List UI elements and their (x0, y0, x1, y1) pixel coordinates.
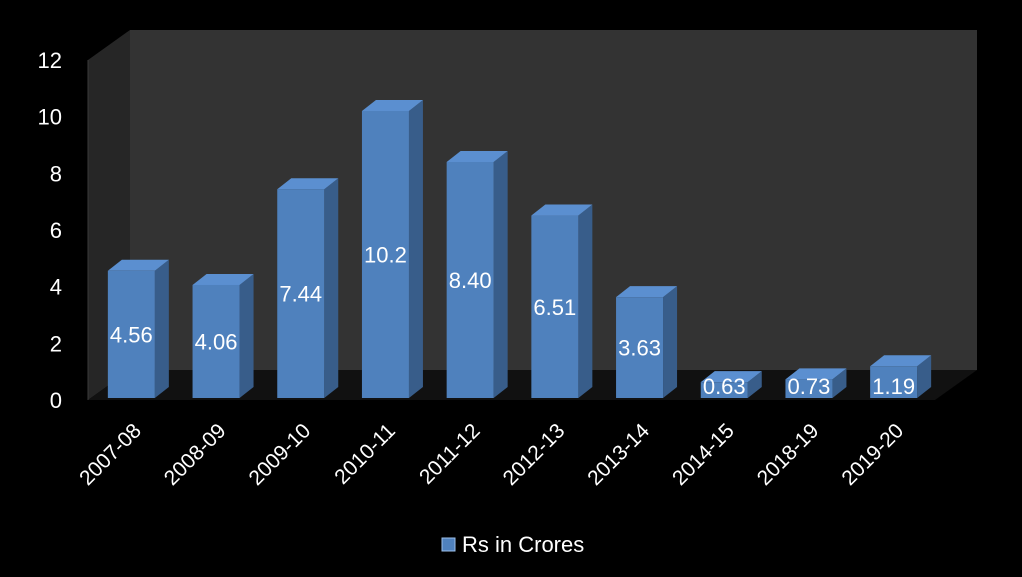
bar-top (446, 151, 508, 162)
data-label: 7.44 (279, 282, 322, 307)
bar-side (493, 151, 508, 398)
x-tick-label: 2011-12 (415, 419, 485, 489)
y-axis: 0 2 4 6 8 10 12 (38, 48, 62, 413)
data-label: 3.63 (618, 336, 661, 361)
y-tick-label: 2 (50, 331, 62, 356)
data-label: 6.51 (533, 295, 576, 320)
data-label: 4.56 (110, 322, 153, 347)
bar-top (531, 204, 593, 216)
data-label: 0.73 (788, 374, 831, 399)
bar-front (107, 270, 155, 398)
bar-top (870, 355, 932, 367)
bar-side (324, 178, 339, 398)
bar: 4.56 (107, 259, 169, 398)
y-tick-label: 0 (50, 388, 62, 413)
x-tick-label: 2007-08 (75, 419, 146, 490)
legend-swatch (441, 537, 456, 552)
bar-side (832, 368, 847, 398)
bar-front (361, 111, 409, 398)
data-label: 1.19 (872, 374, 915, 399)
x-tick-label: 2008-09 (160, 419, 231, 490)
y-tick-label: 12 (38, 48, 62, 73)
bar-top (361, 100, 423, 111)
bar-top (192, 273, 254, 285)
data-label: 10.2 (364, 243, 407, 268)
y-tick-label: 4 (50, 275, 62, 300)
x-tick-label: 2010-11 (330, 419, 400, 489)
bar: 10.2 (361, 100, 423, 398)
bar: 4.06 (192, 273, 254, 398)
back-wall (130, 30, 977, 370)
data-label: 4.06 (195, 329, 238, 354)
bar: 0.63 (700, 371, 762, 399)
x-tick-label: 2019-20 (837, 419, 908, 490)
y-tick-label: 6 (50, 218, 62, 243)
bar-side (663, 286, 678, 398)
data-label: 0.63 (703, 374, 746, 399)
x-tick-label: 2009-10 (245, 419, 316, 490)
bar-top (700, 371, 762, 383)
bar-side (154, 259, 169, 398)
bar-front (785, 379, 833, 398)
x-tick-label: 2018-19 (753, 419, 824, 490)
bar-front (616, 297, 664, 398)
bar-top (277, 178, 339, 190)
bar: 7.44 (277, 178, 339, 398)
bar: 6.51 (531, 204, 593, 398)
bar-front (192, 284, 240, 398)
x-tick-label: 2013-14 (583, 419, 654, 490)
bar-front (446, 162, 494, 398)
data-label: 8.40 (449, 268, 492, 293)
bar-front (870, 366, 918, 398)
bar-front (700, 382, 748, 398)
y-tick-label: 10 (38, 105, 62, 130)
x-tick-label: 2014-15 (668, 419, 739, 490)
bar: 8.40 (446, 151, 508, 398)
bar-top (616, 286, 678, 298)
bar: 3.63 (616, 286, 678, 398)
bars: 4.56 4.06 7.44 10.2 8.40 6.51 3.63 0.63 0.73 1.19 (107, 100, 932, 399)
x-tick-label: 2012-13 (499, 419, 570, 490)
bar-side (239, 273, 254, 398)
bar-side (578, 204, 593, 398)
bar: 1.19 (870, 355, 932, 399)
legend: Rs in Crores (441, 532, 584, 557)
bar: 0.73 (785, 368, 847, 399)
bar-side (408, 100, 423, 398)
y-tick-label: 8 (50, 161, 62, 186)
bar-top (785, 368, 847, 380)
bar-front (531, 215, 579, 398)
x-axis: 2007-08 2008-09 2009-10 2010-11 2011-12 2012-… (75, 419, 908, 490)
bar-front (277, 189, 325, 398)
bar-top (107, 259, 169, 271)
legend-label: Rs in Crores (462, 532, 584, 557)
bar-side (747, 371, 762, 398)
bar-side (917, 355, 932, 398)
